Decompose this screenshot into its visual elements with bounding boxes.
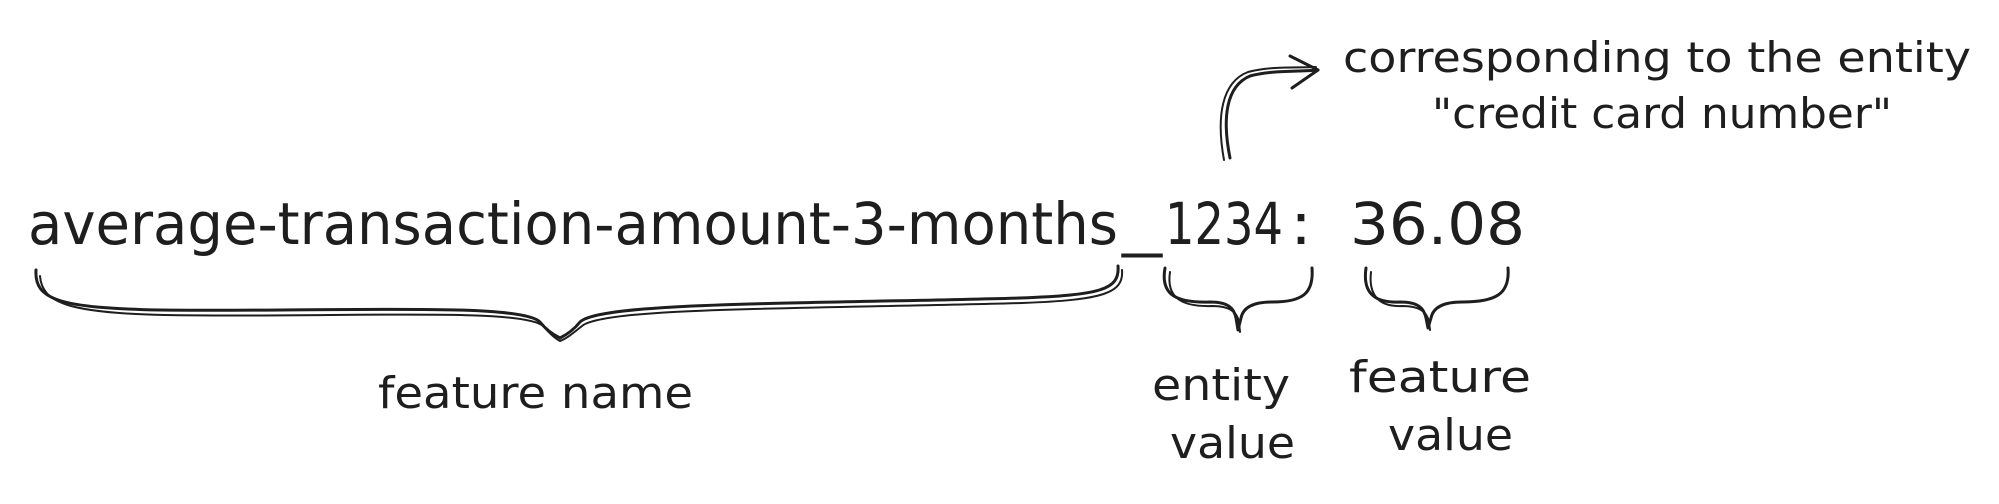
feature-value-text: 36.08: [1350, 190, 1525, 258]
entity-value-brace: [1162, 266, 1314, 332]
feature-value-label-line2: value: [1388, 410, 1513, 461]
entity-value-label-line1: entity: [1152, 360, 1290, 411]
annotation-arrow-line: [1224, 68, 1320, 160]
colon-text: :: [1290, 190, 1312, 258]
feature-name-brace-second-stroke: [39, 269, 1124, 342]
separator-underscore: _: [1121, 190, 1164, 258]
feature-value-brace: [1363, 266, 1510, 330]
annotation-arrow-line-second-stroke: [1219, 66, 1317, 161]
entity-value-text: 1234: [1165, 190, 1283, 258]
feature-name-label: feature name: [378, 368, 693, 419]
entity-value-brace-second-stroke: [1168, 271, 1241, 333]
feature-value-brace-second-stroke: [1369, 271, 1431, 331]
entity-value-label-line2: value: [1170, 418, 1295, 469]
feature-value-label-line1: feature: [1349, 352, 1531, 403]
annotation-line1: corresponding to the entity: [1343, 33, 1971, 82]
feature-name-text: average-transaction-amount-3-months: [28, 190, 1118, 258]
feature-name-brace: [34, 264, 1120, 340]
annotation-line2: "credit card number": [1432, 89, 1892, 138]
annotation-arrow-head: [1288, 54, 1320, 90]
